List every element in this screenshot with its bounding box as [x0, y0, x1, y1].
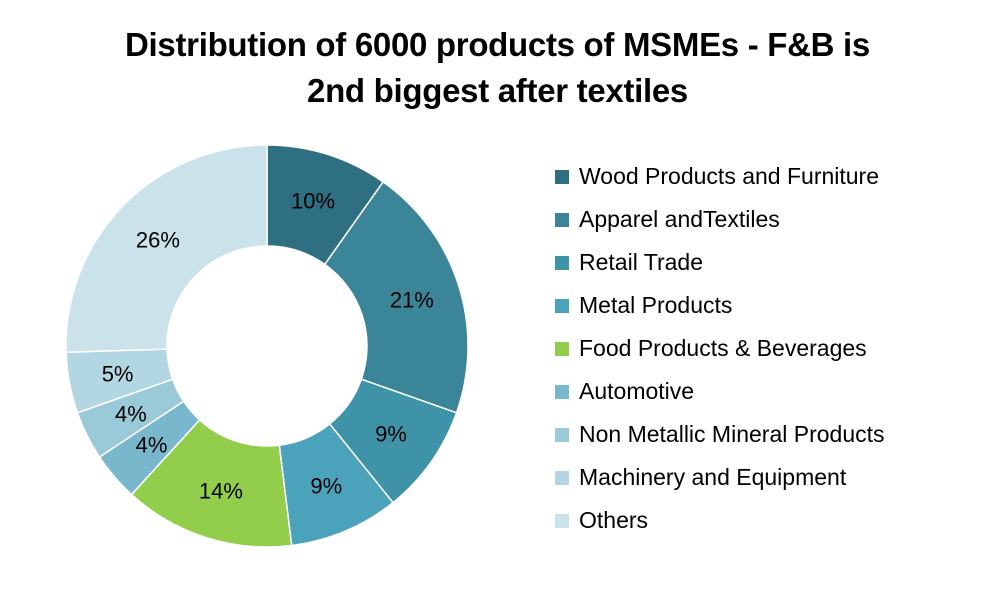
legend: Wood Products and Furniture Apparel andTe…: [555, 155, 885, 542]
legend-item-3: Metal Products: [555, 284, 885, 327]
legend-swatch-2: [555, 255, 569, 270]
slice-label-5: 4%: [136, 432, 168, 457]
legend-label-8: Others: [579, 507, 649, 533]
legend-label-1: Apparel andTextiles: [579, 206, 780, 232]
legend-label-4: Food Products & Beverages: [579, 335, 867, 361]
legend-swatch-7: [555, 470, 569, 485]
slice-label-0: 10%: [291, 189, 335, 214]
legend-item-5: Automotive: [555, 370, 885, 413]
legend-item-6: Non Metallic Mineral Products: [555, 413, 885, 456]
legend-label-2: Retail Trade: [579, 249, 704, 275]
legend-swatch-3: [555, 298, 569, 313]
slice-label-3: 9%: [310, 473, 342, 498]
chart-title: Distribution of 6000 products of MSMEs -…: [0, 22, 995, 114]
legend-label-6: Non Metallic Mineral Products: [579, 421, 885, 447]
legend-item-2: Retail Trade: [555, 241, 885, 284]
slice-1: [323, 180, 469, 414]
slice-8: [65, 144, 268, 353]
legend-item-8: Others: [555, 499, 885, 542]
legend-swatch-5: [555, 384, 569, 399]
slice-label-2: 9%: [375, 421, 407, 446]
legend-swatch-6: [555, 427, 569, 442]
legend-item-7: Machinery and Equipment: [555, 456, 885, 499]
legend-label-3: Metal Products: [579, 292, 733, 318]
legend-swatch-4: [555, 341, 569, 356]
slice-label-1: 21%: [390, 287, 434, 312]
slice-label-6: 4%: [115, 401, 147, 426]
chart-title-line-2: 2nd biggest after textiles: [307, 72, 688, 109]
legend-label-0: Wood Products and Furniture: [579, 163, 880, 189]
slice-label-8: 26%: [136, 228, 180, 253]
legend-label-5: Automotive: [579, 378, 695, 404]
legend-label-7: Machinery and Equipment: [579, 464, 847, 490]
legend-item-0: Wood Products and Furniture: [555, 155, 885, 198]
slice-label-4: 14%: [199, 478, 243, 503]
legend-swatch-1: [555, 212, 569, 227]
legend-swatch-8: [555, 513, 569, 528]
legend-item-1: Apparel andTextiles: [555, 198, 885, 241]
legend-item-4: Food Products & Beverages: [555, 327, 885, 370]
legend-swatch-0: [555, 169, 569, 184]
donut-labels: 10% 21% 9% 9% 14% 4% 4% 5% 26%: [102, 189, 434, 504]
chart-title-line-1: Distribution of 6000 products of MSMEs -…: [125, 26, 870, 63]
donut-slices: [65, 144, 469, 548]
slice-label-7: 5%: [102, 361, 134, 386]
